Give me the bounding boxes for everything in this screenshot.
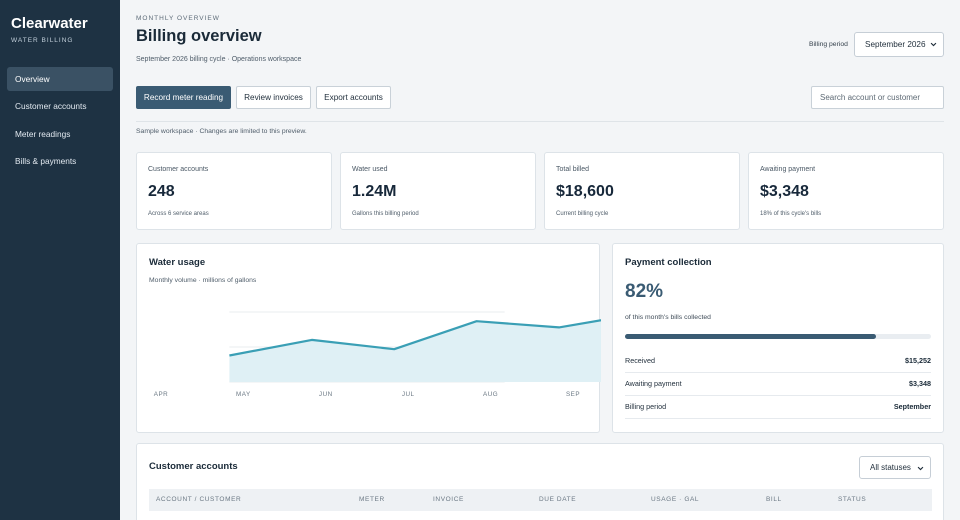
x-tick-label-jun: JUN [319,391,333,398]
collection-row-received: Received $15,252 [625,350,931,373]
customer-accounts-title: Customer accounts [149,461,238,472]
stat-card-water-used: Water used 1.24M Gallons this billing pe… [340,152,536,230]
sidebar-item-meter-readings[interactable]: Meter readings [15,128,71,139]
export-accounts-button[interactable]: Export accounts [316,86,391,109]
status-filter-value: All statuses [870,463,911,472]
stat-value: 1.24M [352,183,397,200]
billing-period-value: September 2026 [865,40,926,49]
sidebar: Clearwater WATER BILLING Overview Custom… [0,0,120,520]
billing-period-label: Billing period [809,41,848,48]
billing-period-select[interactable]: September 2026 [854,32,944,57]
stat-label: Water used [352,166,388,173]
usage-area [229,320,601,382]
column-header-usage[interactable]: USAGE · GAL [651,496,700,503]
sidebar-nav: Overview Customer accounts Meter reading… [7,67,113,177]
stat-card-awaiting-payment: Awaiting payment $3,348 18% of this cycl… [748,152,944,230]
toolbar-divider [136,121,944,122]
collection-row-period: Billing period September [625,396,931,419]
stat-card-total-billed: Total billed $18,600 Current billing cyc… [544,152,740,230]
water-usage-subtitle: Monthly volume · millions of gallons [149,277,257,284]
x-tick-label-jul: JUL [402,391,415,398]
x-tick-label-sep: SEP [566,391,580,398]
payment-collection-title: Payment collection [625,257,712,268]
main-content: MONTHLY OVERVIEW Billing overview Septem… [120,0,960,520]
water-usage-title: Water usage [149,257,206,268]
collection-percent: 82% [625,281,664,302]
column-header-status[interactable]: STATUS [838,496,867,503]
sidebar-item-overview[interactable]: Overview [7,67,113,91]
stat-label: Total billed [556,166,590,173]
collection-note: of this month's bills collected [625,314,711,321]
row-label: Billing period [625,402,667,411]
payment-collection-card: Payment collection 82% of this month's b… [612,243,944,433]
water-usage-chart: APR MAY JUN JUL AUG SEP [154,311,601,398]
status-filter-select[interactable]: All statuses [859,456,931,479]
chevron-down-icon [917,466,924,471]
stat-value: $18,600 [556,183,614,200]
column-header-due-date[interactable]: DUE DATE [539,496,577,503]
review-invoices-button[interactable]: Review invoices [236,86,311,109]
collection-row-awaiting: Awaiting payment $3,348 [625,373,931,396]
stat-value: 248 [148,183,175,200]
row-value: $3,348 [909,379,931,388]
stat-label: Awaiting payment [760,166,816,173]
page-subtitle: September 2026 billing cycle · Operation… [136,56,302,63]
column-header-invoice[interactable]: INVOICE [433,496,464,503]
brand-name: Clearwater [11,15,88,32]
workspace-notice: Sample workspace · Changes are limited t… [136,128,307,135]
usage-series-line [229,319,601,357]
collection-progress-bar [625,334,931,339]
stat-label: Customer accounts [148,166,209,173]
row-label: Awaiting payment [625,379,682,388]
stat-note: Current billing cycle [556,211,609,217]
customer-accounts-card: Customer accounts All statuses ACCOUNT /… [136,443,944,520]
stat-note: 18% of this cycle's bills [760,211,822,217]
brand-subtitle: WATER BILLING [11,37,74,44]
column-header-account[interactable]: ACCOUNT / CUSTOMER [156,496,242,503]
page-title: Billing overview [136,27,262,45]
column-header-meter[interactable]: METER [359,496,385,503]
water-usage-card: APR MAY JUN JUL AUG SEP Water usage Monthly v… [136,243,601,433]
stat-value: $3,348 [760,183,809,200]
collection-progress-fill [625,334,876,339]
accounts-table-header: ACCOUNT / CUSTOMER METER INVOICE DUE DAT… [149,489,932,511]
stat-card-customer-accounts: Customer accounts 248 Across 6 service a… [136,152,332,230]
search-input[interactable]: Search account or customer [811,86,944,109]
row-value: $15,252 [905,356,931,365]
page-eyebrow: MONTHLY OVERVIEW [136,15,220,22]
row-value: September [893,402,931,411]
column-header-bill[interactable]: BILL [766,496,782,503]
sidebar-item-customer-accounts[interactable]: Customer accounts [15,101,87,112]
x-tick-label-apr: APR [154,391,168,398]
x-tick-label-aug: AUG [483,391,498,398]
record-meter-reading-button[interactable]: Record meter reading [136,86,231,109]
stat-note: Across 6 service areas [148,211,209,217]
chevron-down-icon [930,42,937,47]
row-label: Received [625,356,655,365]
x-tick-label-may: MAY [236,391,251,398]
stat-note: Gallons this billing period [352,211,419,217]
sidebar-item-bills-payments[interactable]: Bills & payments [15,156,77,167]
